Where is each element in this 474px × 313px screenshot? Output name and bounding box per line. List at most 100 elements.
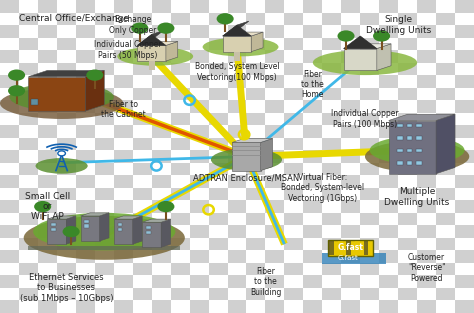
Bar bbox=[0, 113, 19, 125]
Bar bbox=[360, 163, 379, 175]
Bar bbox=[19, 263, 38, 275]
Bar bbox=[265, 100, 284, 113]
Bar bbox=[57, 88, 76, 100]
Bar bbox=[322, 150, 341, 163]
Bar bbox=[190, 63, 209, 75]
Bar bbox=[57, 288, 76, 300]
Bar bbox=[209, 113, 228, 125]
Bar bbox=[322, 113, 341, 125]
Bar bbox=[246, 200, 265, 213]
Bar bbox=[171, 75, 190, 88]
Bar bbox=[341, 63, 360, 75]
Bar bbox=[341, 25, 360, 38]
Bar bbox=[284, 213, 303, 225]
Bar bbox=[436, 250, 455, 263]
Bar bbox=[114, 175, 133, 188]
Bar bbox=[152, 300, 171, 313]
Bar bbox=[379, 13, 398, 25]
Bar bbox=[265, 275, 284, 288]
Bar bbox=[152, 275, 171, 288]
Bar bbox=[38, 113, 57, 125]
Bar bbox=[228, 200, 246, 213]
Bar bbox=[76, 163, 95, 175]
Bar bbox=[0, 13, 19, 25]
Bar bbox=[417, 213, 436, 225]
Bar bbox=[341, 0, 360, 13]
Bar bbox=[152, 25, 171, 38]
Bar bbox=[360, 175, 379, 188]
Bar bbox=[76, 13, 95, 25]
Bar bbox=[95, 300, 114, 313]
Bar bbox=[436, 163, 455, 175]
Bar bbox=[455, 25, 474, 38]
Polygon shape bbox=[28, 246, 180, 250]
Bar bbox=[379, 100, 398, 113]
Bar bbox=[398, 238, 417, 250]
Bar bbox=[57, 300, 76, 313]
Bar bbox=[360, 300, 379, 313]
Bar bbox=[341, 175, 360, 188]
Bar bbox=[303, 75, 322, 88]
Bar bbox=[114, 250, 133, 263]
Bar bbox=[19, 100, 38, 113]
Circle shape bbox=[8, 69, 25, 81]
Ellipse shape bbox=[9, 83, 114, 111]
Bar bbox=[171, 250, 190, 263]
Circle shape bbox=[373, 30, 390, 42]
Bar bbox=[133, 13, 152, 25]
Bar bbox=[397, 161, 403, 165]
Bar bbox=[19, 0, 38, 13]
Bar bbox=[436, 200, 455, 213]
Bar bbox=[398, 163, 417, 175]
Polygon shape bbox=[137, 34, 166, 45]
Bar bbox=[284, 288, 303, 300]
Polygon shape bbox=[232, 138, 273, 142]
Bar bbox=[38, 163, 57, 175]
Bar bbox=[228, 175, 246, 188]
Bar bbox=[246, 300, 265, 313]
Bar bbox=[360, 225, 379, 238]
Bar bbox=[246, 50, 265, 63]
Bar bbox=[322, 88, 341, 100]
Bar bbox=[322, 63, 341, 75]
Bar bbox=[209, 63, 228, 75]
Bar bbox=[95, 250, 114, 263]
Bar bbox=[114, 225, 133, 238]
Bar bbox=[265, 0, 284, 13]
Bar bbox=[417, 175, 436, 188]
Bar bbox=[284, 138, 303, 150]
Bar bbox=[209, 213, 228, 225]
Bar bbox=[265, 125, 284, 138]
Text: Individual Copper
Pairs (100 Mbps): Individual Copper Pairs (100 Mbps) bbox=[331, 109, 399, 129]
Bar bbox=[436, 263, 455, 275]
Bar bbox=[303, 113, 322, 125]
Bar bbox=[133, 150, 152, 163]
Bar bbox=[57, 0, 76, 13]
Bar bbox=[407, 149, 412, 152]
Bar bbox=[0, 25, 19, 38]
Polygon shape bbox=[223, 32, 263, 36]
Bar bbox=[246, 213, 265, 225]
Bar bbox=[0, 163, 19, 175]
Polygon shape bbox=[114, 219, 133, 244]
Bar bbox=[171, 288, 190, 300]
Bar bbox=[360, 288, 379, 300]
Bar bbox=[341, 200, 360, 213]
Bar bbox=[407, 124, 412, 127]
Bar bbox=[417, 275, 436, 288]
Bar bbox=[19, 188, 38, 200]
Bar bbox=[114, 88, 133, 100]
Bar bbox=[379, 200, 398, 213]
Bar bbox=[133, 188, 152, 200]
Bar bbox=[76, 188, 95, 200]
Bar bbox=[228, 75, 246, 88]
Bar bbox=[265, 75, 284, 88]
Bar bbox=[95, 25, 114, 38]
Polygon shape bbox=[114, 216, 142, 219]
Bar bbox=[76, 200, 95, 213]
Bar bbox=[436, 100, 455, 113]
Polygon shape bbox=[223, 36, 251, 52]
Bar bbox=[341, 263, 360, 275]
Bar bbox=[455, 150, 474, 163]
Bar bbox=[152, 250, 171, 263]
